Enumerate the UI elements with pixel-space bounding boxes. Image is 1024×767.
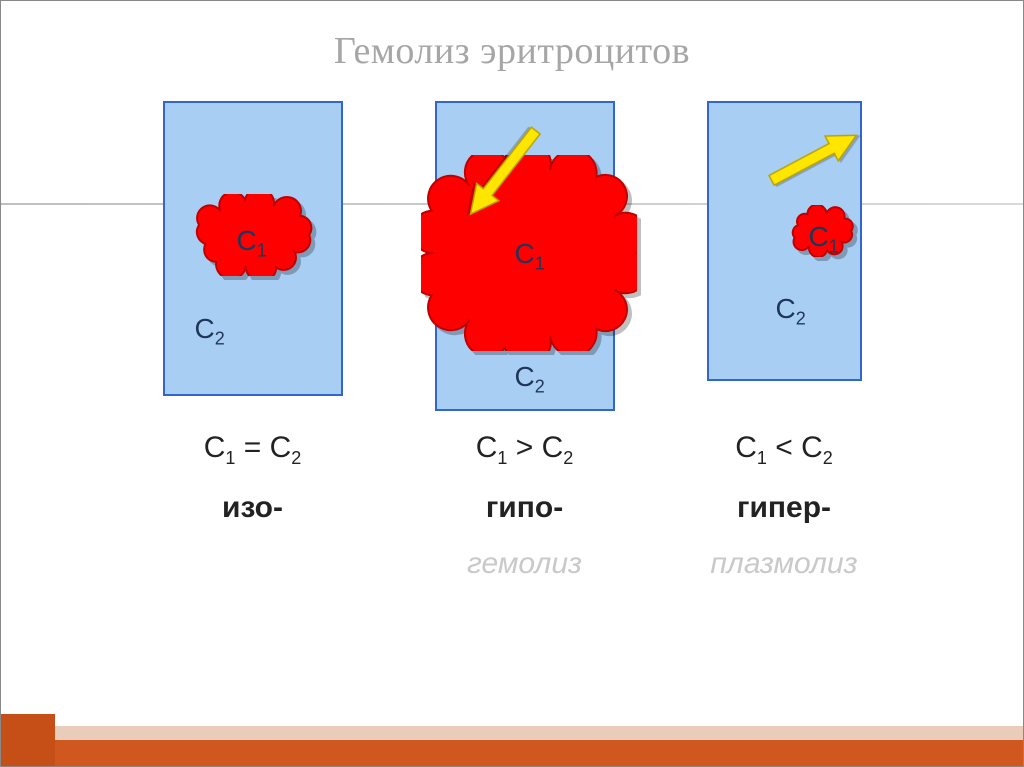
slide: Гемолиз эритроцитов С1 С2 С1 = С2 изо- С…: [0, 0, 1024, 767]
arrow-out-icon: [760, 116, 871, 204]
footer-square: [1, 714, 55, 766]
condition-hypo: гипо-: [486, 491, 563, 525]
tube-iso: С1 С2: [163, 101, 343, 396]
equation-hypo: С1 > С2: [476, 431, 574, 469]
panel-hyper: С1 С2 С1 < С2 гипер- плазмолиз: [707, 101, 862, 581]
equation-hyper: С1 < С2: [735, 431, 833, 469]
panels-row: С1 С2 С1 = С2 изо- С1 С2 С1 > С2 гипо- г…: [1, 101, 1023, 581]
footer-bar: [1, 714, 1023, 766]
panel-iso: С1 С2 С1 = С2 изо-: [163, 101, 343, 581]
page-title: Гемолиз эритроцитов: [1, 1, 1023, 73]
condition-hyper: гипер-: [737, 491, 831, 525]
c2-label-hyper: С2: [776, 293, 806, 330]
c1-label-iso: С1: [237, 225, 267, 262]
footer-orange-band: [1, 740, 1023, 766]
c1-label-hypo: С1: [515, 238, 545, 275]
tube-hypo: С1 С2: [435, 101, 615, 411]
c2-label-iso: С2: [195, 313, 225, 350]
c2-label-hypo: С2: [515, 361, 545, 398]
result-hypo: гемолиз: [467, 547, 582, 581]
result-hyper: плазмолиз: [710, 547, 857, 581]
c1-label-hyper: С1: [809, 221, 839, 258]
footer-tan-band: [1, 726, 1023, 740]
tube-hyper: С1 С2: [707, 101, 862, 381]
equation-iso: С1 = С2: [204, 431, 302, 469]
condition-iso: изо-: [222, 491, 283, 525]
panel-hypo: С1 С2 С1 > С2 гипо- гемолиз: [435, 101, 615, 581]
